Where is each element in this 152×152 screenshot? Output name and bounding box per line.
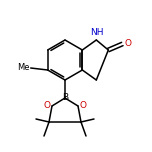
Text: Me: Me: [17, 64, 30, 73]
Text: B: B: [62, 93, 68, 102]
Text: NH: NH: [91, 28, 104, 37]
Text: O: O: [124, 40, 131, 48]
Text: O: O: [44, 102, 51, 111]
Text: O: O: [79, 102, 86, 111]
